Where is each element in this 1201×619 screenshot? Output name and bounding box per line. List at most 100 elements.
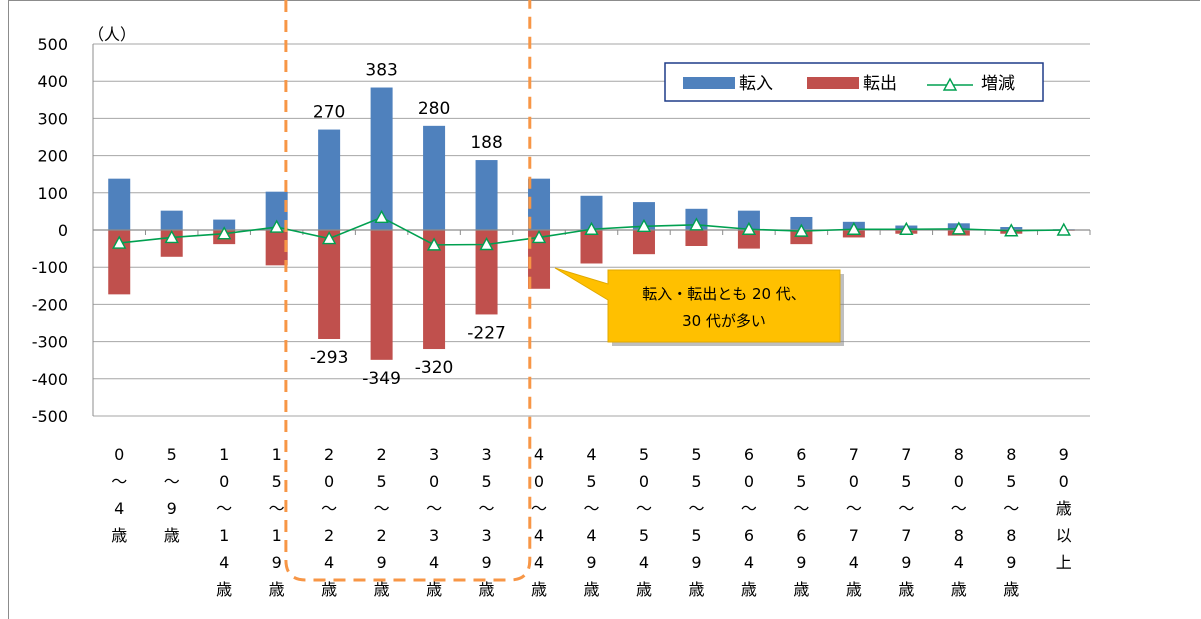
category-label: 6: [744, 526, 754, 545]
category-label: 歳: [426, 580, 442, 599]
data-labels: 270 383 280 188 -293 -349 -320 -227: [310, 61, 506, 389]
category-label: 〜: [374, 499, 390, 518]
category-label: 5: [167, 445, 177, 464]
chart-frame: [8, 0, 1200, 619]
net-change-marker: [164, 229, 179, 244]
y-axis-ticks: 500 400 300 200 100 0 -100 -200 -300 -400 -500: [32, 35, 68, 426]
category-label: 4: [219, 553, 229, 572]
category-label: 8: [1006, 445, 1016, 464]
category-label: 歳: [636, 580, 652, 599]
bar-tennyu: [213, 219, 236, 230]
category-label: 〜: [531, 499, 547, 518]
category-label: 3: [481, 526, 491, 545]
category-label: 7: [901, 526, 911, 545]
category-label: 1: [272, 445, 282, 464]
category-label: 5: [586, 472, 596, 491]
bar-tennyu: [423, 125, 446, 230]
category-label: 5: [377, 472, 387, 491]
bar-tennyu: [318, 129, 341, 230]
bar-tenshutsu: [265, 230, 288, 266]
category-label: 2: [324, 526, 334, 545]
category-label: 0: [954, 472, 964, 491]
net-change-marker: [1004, 223, 1019, 237]
category-label: 以: [1056, 526, 1072, 545]
net-change-marker: [689, 217, 704, 231]
category-label: 1: [219, 526, 229, 545]
category-label: 歳: [111, 526, 127, 545]
category-label: 5: [796, 472, 806, 491]
y-tick-label: 100: [37, 184, 68, 203]
net-change-line: [112, 209, 1071, 251]
y-tick-label: 500: [37, 35, 68, 54]
category-label: 8: [1006, 526, 1016, 545]
category-label: 〜: [1003, 499, 1019, 518]
category-label: 歳: [374, 580, 390, 599]
legend-swatch-tennyu: [683, 77, 735, 89]
category-label: 0: [429, 472, 439, 491]
category-label: 4: [954, 553, 964, 572]
category-label: 7: [849, 526, 859, 545]
category-label: 〜: [164, 472, 180, 491]
category-label: 4: [324, 553, 334, 572]
category-label: 〜: [321, 499, 337, 518]
category-label: 〜: [951, 499, 967, 518]
y-tick-label: -400: [32, 370, 68, 389]
category-label: 〜: [846, 499, 862, 518]
category-label: 0: [1059, 472, 1069, 491]
category-label: 4: [534, 553, 544, 572]
y-tick-label: -500: [32, 407, 68, 426]
net-change-marker: [1056, 222, 1071, 236]
bar-tennyu: [632, 202, 655, 230]
category-label: 0: [639, 472, 649, 491]
category-label: 4: [586, 526, 596, 545]
bar-tennyu: [737, 210, 760, 230]
category-label: 上: [1056, 553, 1072, 572]
category-label: 歳: [1056, 499, 1072, 518]
category-label: 9: [377, 553, 387, 572]
category-label: 歳: [321, 580, 337, 599]
category-label: 9: [167, 499, 177, 518]
net-change-marker: [321, 231, 337, 245]
net-change-marker: [112, 235, 127, 249]
net-change-marker: [741, 221, 757, 235]
category-label: 歳: [216, 580, 232, 599]
category-label: 9: [1059, 445, 1069, 464]
category-label: 5: [639, 526, 649, 545]
category-label: 3: [481, 445, 491, 464]
net-change-marker: [217, 226, 232, 240]
net-change-marker: [794, 223, 809, 237]
category-label: 4: [429, 553, 439, 572]
category-label: 歳: [951, 580, 967, 599]
bar-tenshutsu: [685, 230, 708, 246]
category-label: 4: [849, 553, 859, 572]
category-label: 歳: [269, 580, 285, 599]
category-label: 〜: [583, 499, 599, 518]
category-label: 0: [324, 472, 334, 491]
callout-line-2: 30 代が多い: [682, 312, 766, 330]
category-label: 歳: [164, 526, 180, 545]
y-tick-label: 300: [37, 109, 68, 128]
net-change-marker: [899, 221, 914, 235]
bar-tenshutsu: [318, 230, 341, 339]
category-label: 6: [796, 445, 806, 464]
category-label: 3: [429, 526, 439, 545]
category-label: 9: [1006, 553, 1016, 572]
category-label: 歳: [531, 580, 547, 599]
category-label: 〜: [111, 472, 127, 491]
bar-tennyu: [160, 210, 183, 230]
bar-tennyu: [370, 87, 393, 230]
bar-tennyu: [580, 195, 603, 230]
category-label: 〜: [426, 499, 442, 518]
net-change-marker: [531, 229, 547, 244]
category-label: 歳: [846, 580, 862, 599]
category-label: 〜: [898, 499, 914, 518]
data-label: 383: [365, 61, 397, 81]
category-label: 6: [796, 526, 806, 545]
bar-tennyu: [528, 178, 551, 230]
category-label: 0: [219, 472, 229, 491]
highlight-dashed-box: [284, 0, 532, 582]
category-label: 9: [481, 553, 491, 572]
data-label: 280: [418, 99, 450, 119]
callout-line-1: 転入・転出とも 20 代、: [642, 285, 806, 303]
category-label: 〜: [636, 499, 652, 518]
